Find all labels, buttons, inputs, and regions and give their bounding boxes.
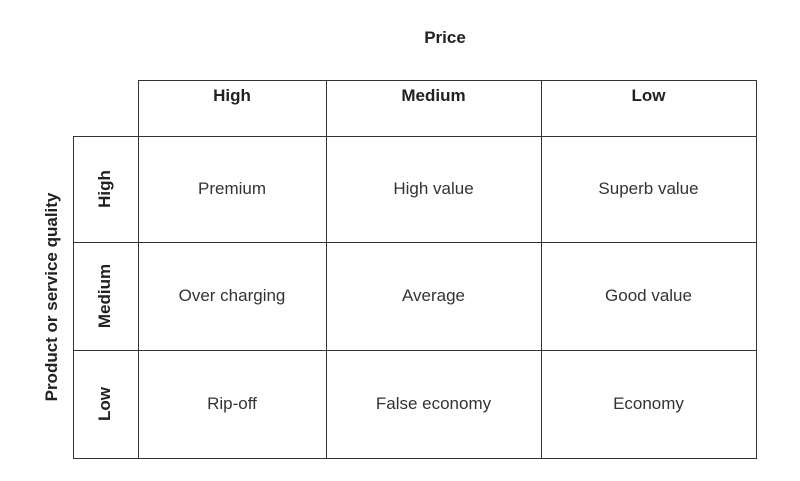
grid-line bbox=[73, 136, 757, 137]
grid-line bbox=[756, 80, 757, 459]
grid-line bbox=[73, 242, 757, 243]
cell-good-value: Good value bbox=[605, 286, 692, 305]
cell-premium: Premium bbox=[197, 179, 266, 198]
quality-axis-title: Product or service quality bbox=[42, 192, 61, 402]
row-header-low: Low bbox=[95, 387, 114, 421]
price-axis-title: Price bbox=[424, 28, 466, 47]
cell-superb-value: Superb value bbox=[598, 179, 699, 198]
row-header-medium: Medium bbox=[95, 263, 114, 329]
grid-line bbox=[138, 80, 139, 459]
cell-average: Average bbox=[401, 286, 465, 305]
grid-line bbox=[541, 80, 542, 459]
column-header-low: Low bbox=[631, 86, 666, 105]
grid-line bbox=[138, 80, 757, 81]
cell-false-economy: False economy bbox=[375, 394, 492, 413]
cell-over-charging: Over charging bbox=[178, 286, 286, 305]
grid-line bbox=[326, 80, 327, 459]
column-header-high: High bbox=[213, 86, 251, 105]
row-header-high: High bbox=[95, 170, 114, 208]
cell-rip-off: Rip-off bbox=[207, 394, 257, 413]
grid-line bbox=[73, 458, 757, 459]
cell-high-value: High value bbox=[393, 179, 474, 198]
cell-economy: Economy bbox=[613, 394, 684, 413]
column-header-medium: Medium bbox=[401, 86, 466, 105]
grid-line bbox=[73, 136, 74, 459]
grid-line bbox=[73, 350, 757, 351]
